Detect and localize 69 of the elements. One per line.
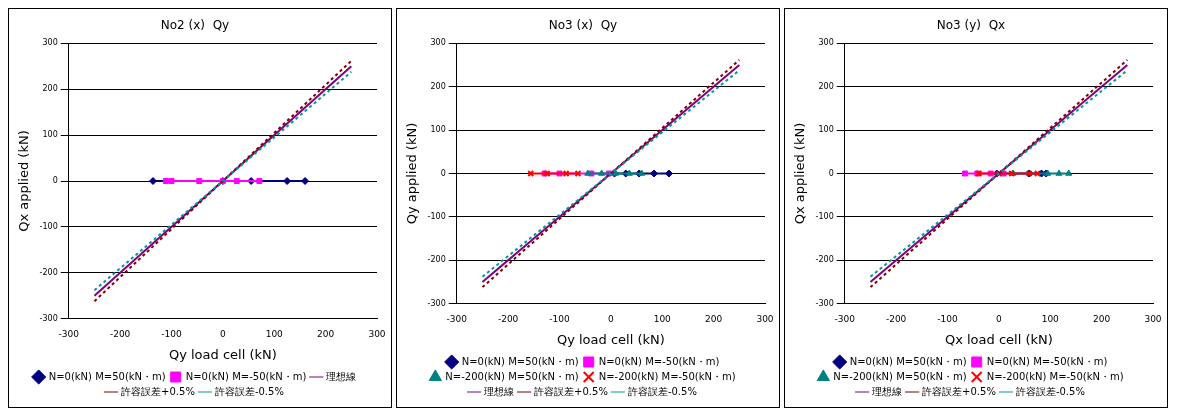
y-tick-label: 0: [828, 168, 834, 178]
legend-label: 理想線: [326, 370, 357, 382]
legend-label: N=-200(kN) M=50(kN・m): [445, 370, 579, 382]
x-tick-label: -100: [549, 314, 570, 325]
x-tick-label: -300: [446, 314, 468, 325]
legend-label: N=0(kN) M=-50(kN・m): [598, 355, 720, 367]
x-axis-title: Qy load cell (kN): [556, 331, 665, 347]
y-tick-label: 300: [430, 38, 446, 48]
legend-label: N=-200(kN) M=50(kN・m): [833, 370, 967, 382]
x-tick-label: 300: [1144, 314, 1162, 325]
x-tick-label: 0: [220, 329, 227, 340]
y-tick-label: 100: [430, 125, 446, 135]
chart-title: No2 (x) Qy: [160, 18, 230, 33]
legend-label: N=0(kN) M=50(kN・m): [461, 355, 579, 367]
x-tick-label: 100: [1041, 314, 1060, 325]
y-tick-label: -100: [815, 211, 834, 221]
y-tick-label: 100: [818, 125, 834, 135]
legend-label: N=-200(kN) M=-50(kN・m): [598, 370, 736, 382]
x-tick-label: -100: [161, 329, 182, 340]
legend-label: 許容誤差+0.5%: [534, 385, 608, 397]
x-tick-label: 100: [653, 314, 672, 325]
y-tick-label: 200: [818, 81, 834, 91]
x-tick-label: 200: [317, 329, 335, 340]
legend-label: 許容誤差+0.5%: [922, 385, 996, 397]
y-tick-label: -200: [427, 255, 446, 265]
y-tick-label: 200: [42, 84, 58, 94]
legend-label: 許容誤差-0.5%: [627, 385, 697, 397]
x-tick-label: -100: [937, 314, 958, 325]
y-tick-label: -100: [427, 211, 446, 221]
x-tick-label: -200: [497, 314, 519, 325]
y-tick-label: 0: [52, 176, 58, 186]
y-tick-label: 300: [42, 38, 58, 48]
y-tick-label: 100: [42, 130, 58, 140]
x-tick-label: -200: [885, 314, 907, 325]
legend-label: 理想線: [872, 385, 903, 397]
legend-label: N=0(kN) M=50(kN・m): [849, 355, 967, 367]
x-tick-label: 300: [756, 314, 774, 325]
legend-label: 許容誤差-0.5%: [214, 385, 284, 397]
x-tick-label: 0: [608, 314, 615, 325]
legend-label: N=-200(kN) M=-50(kN・m): [986, 370, 1124, 382]
legend-label: N=0(kN) M=-50(kN・m): [986, 355, 1108, 367]
legend-label: 理想線: [484, 385, 515, 397]
y-tick-label: -100: [39, 221, 58, 231]
y-tick-label: 0: [440, 168, 446, 178]
y-tick-label: -300: [427, 298, 446, 308]
legend-label: N=0(kN) M=-50(kN・m): [185, 370, 307, 382]
x-tick-label: 300: [368, 329, 386, 340]
x-tick-label: -300: [58, 329, 80, 340]
x-tick-label: -300: [834, 314, 856, 325]
y-tick-label: -200: [39, 267, 58, 277]
y-tick-label: -300: [815, 298, 834, 308]
legend-label: 許容誤差-0.5%: [1015, 385, 1085, 397]
x-tick-label: 100: [265, 329, 284, 340]
y-axis-title: Qx applied (kN): [16, 130, 32, 232]
chart-title: No3 (x) Qy: [548, 18, 618, 33]
x-axis-title: Qx load cell (kN): [944, 331, 1053, 347]
y-axis-title: Qx applied (kN): [792, 122, 808, 225]
x-axis-title: Qy load cell (kN): [168, 346, 277, 362]
x-tick-label: 0: [996, 314, 1003, 325]
x-tick-label: 200: [1093, 314, 1111, 325]
x-tick-label: -200: [109, 329, 131, 340]
y-axis-title: Qy applied (kN): [404, 122, 420, 225]
y-tick-label: 200: [430, 81, 446, 91]
y-tick-label: -200: [815, 255, 834, 265]
x-tick-label: 200: [705, 314, 723, 325]
legend-label: N=0(kN) M=50(kN・m): [48, 370, 166, 382]
legend-label: 許容誤差+0.5%: [121, 385, 195, 397]
chart-title: No3 (y) Qx: [936, 18, 1006, 33]
y-tick-label: 300: [818, 38, 834, 48]
